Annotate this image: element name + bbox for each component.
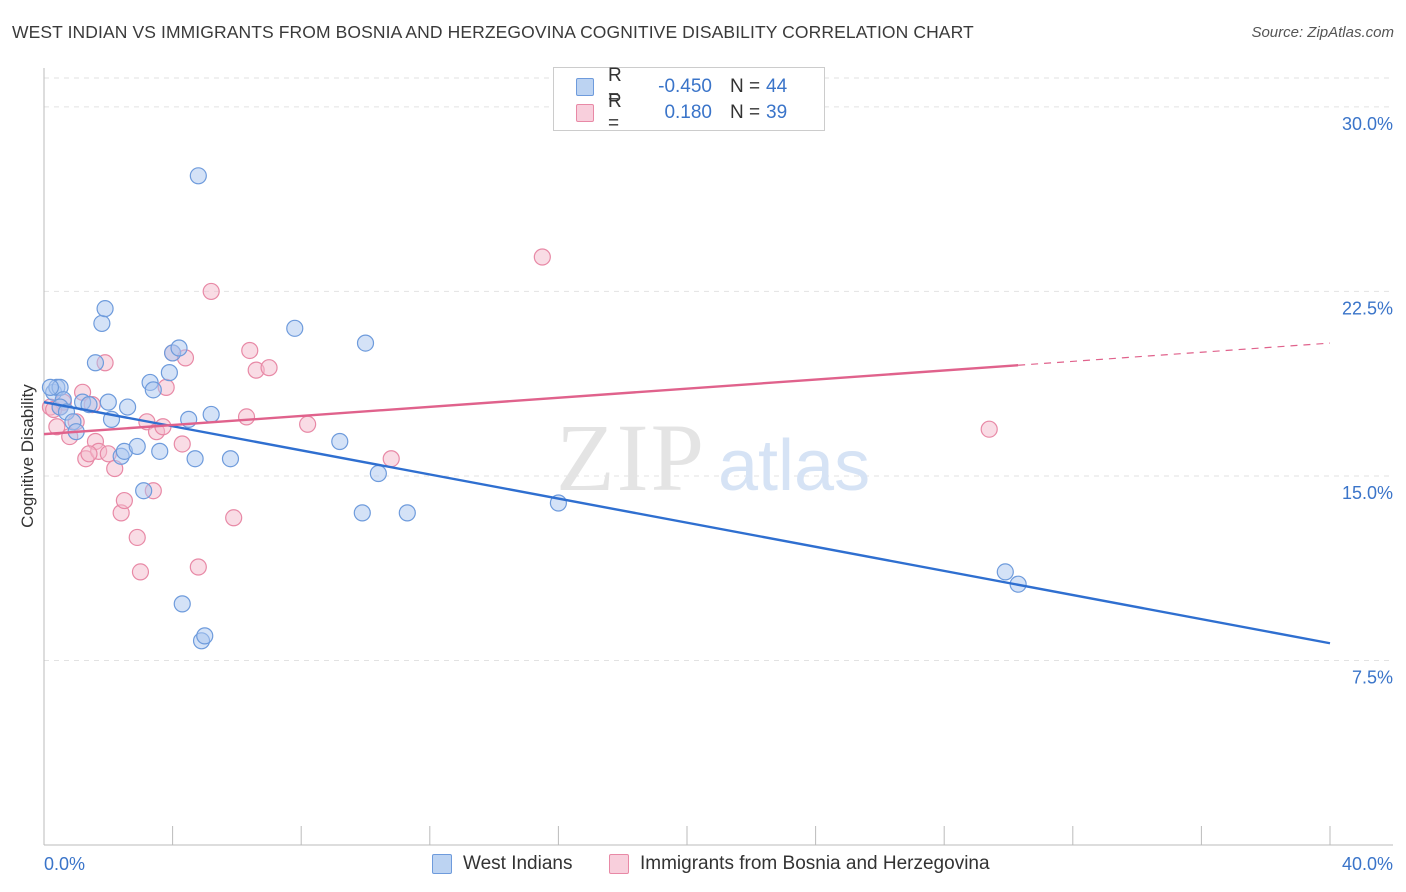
pink-data-point xyxy=(202,282,220,301)
chart-title: WEST INDIAN VS IMMIGRANTS FROM BOSNIA AN… xyxy=(12,22,974,42)
blue-data-point xyxy=(173,595,191,613)
series-legend-west-indians: West Indians xyxy=(432,852,572,876)
series-legend-bosnia: Immigrants from Bosnia and Herzegovina xyxy=(609,852,990,876)
pink-data-point xyxy=(115,491,133,510)
pink-data-point xyxy=(980,420,998,438)
y-tick-label: 15.0% xyxy=(1342,483,1393,503)
pink-data-point xyxy=(128,528,146,547)
source-label: Source: ZipAtlas.com xyxy=(1251,24,1394,41)
pink-data-point xyxy=(189,558,207,576)
blue-data-point xyxy=(170,339,188,357)
series-swatch-blue xyxy=(432,854,452,874)
blue-data-point xyxy=(356,334,375,352)
pink-data-point xyxy=(382,450,400,468)
axes xyxy=(43,68,1393,846)
blue-data-point xyxy=(144,381,162,399)
blue-data-point xyxy=(189,167,207,185)
y-axis-label: Cognitive Disability xyxy=(18,384,37,528)
blue-data-point xyxy=(369,464,387,483)
watermark-zip: ZIP xyxy=(556,404,706,511)
legend-r-value: 0.180 xyxy=(664,102,712,123)
blue-data-point xyxy=(160,364,178,382)
blue-data-point xyxy=(186,450,204,468)
legend-n-value: 44 xyxy=(766,76,788,97)
pink-data-point xyxy=(173,435,191,453)
pink-data-point xyxy=(131,563,150,581)
trend-line-west-indians xyxy=(43,400,1331,645)
series-label: West Indians xyxy=(463,853,573,874)
x-tick-label: 0.0% xyxy=(44,854,85,874)
blue-data-point xyxy=(41,378,60,396)
blue-data-point xyxy=(202,405,220,424)
blue-data-point xyxy=(99,393,117,411)
x-tick-labels: 0.0% 40.0% xyxy=(44,854,1393,874)
blue-data-point xyxy=(221,450,240,468)
blue-data-point xyxy=(196,627,214,645)
blue-data-point xyxy=(286,319,304,337)
y-tick-label: 30.0% xyxy=(1342,114,1393,134)
correlation-legend: R = -0.450 N = 44 R = 0.180 N = 39 xyxy=(553,65,825,134)
legend-row-bosnia: R = 0.180 N = 39 xyxy=(576,91,788,134)
blue-data-point xyxy=(128,437,146,456)
legend-swatch-pink xyxy=(576,104,594,122)
blue-data-point xyxy=(331,432,349,451)
y-tick-label: 7.5% xyxy=(1352,667,1393,687)
pink-data-point xyxy=(241,341,259,360)
legend-r-label: R = xyxy=(608,91,622,134)
blue-data-point xyxy=(353,504,371,522)
pink-data-point xyxy=(80,445,98,463)
blue-data-point xyxy=(93,314,111,333)
trend-line-bosnia xyxy=(43,364,1019,436)
blue-data-point xyxy=(96,300,114,318)
blue-data-point xyxy=(118,398,137,416)
blue-data-point xyxy=(151,442,169,460)
grid-lines xyxy=(44,77,1393,661)
series-swatch-pink xyxy=(609,854,629,874)
watermark: ZIP atlas xyxy=(556,404,870,511)
blue-data-point xyxy=(398,504,416,522)
series-label: Immigrants from Bosnia and Herzegovina xyxy=(640,853,990,874)
blue-data-point xyxy=(80,396,98,414)
pink-data-point xyxy=(237,408,256,426)
legend-r-value: -0.450 xyxy=(658,76,712,97)
pink-data-point xyxy=(225,509,243,527)
pink-data-point xyxy=(48,418,66,436)
legend-swatch-blue xyxy=(576,78,594,96)
x-tick-label: 40.0% xyxy=(1342,854,1393,874)
legend-r-label: R = xyxy=(608,65,622,108)
pink-data-point xyxy=(299,415,317,433)
blue-data-point xyxy=(135,482,153,500)
trend-line-bosnia xyxy=(1018,342,1331,366)
pink-data-point xyxy=(533,248,551,266)
legend-n-label: N = xyxy=(730,102,761,123)
legend-n-value: 39 xyxy=(766,102,788,123)
y-tick-label: 22.5% xyxy=(1342,298,1393,318)
pink-data-point xyxy=(260,359,278,377)
y-tick-labels: 7.5% 15.0% 22.5% 30.0% xyxy=(1342,114,1393,688)
legend-row-west-indians: R = -0.450 N = 44 xyxy=(576,65,788,108)
legend-n-label: N = xyxy=(730,76,761,97)
watermark-atlas: atlas xyxy=(718,426,870,506)
blue-data-point xyxy=(86,354,105,372)
blue-data-point xyxy=(996,563,1014,581)
trend-lines xyxy=(43,342,1331,645)
blue-points xyxy=(41,167,1027,650)
